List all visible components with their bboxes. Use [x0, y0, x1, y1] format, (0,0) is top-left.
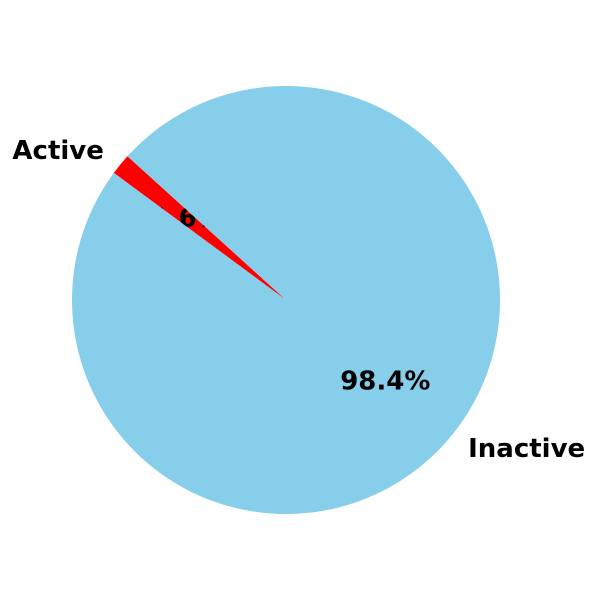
- pie-percent-label-inactive: 98.4%: [340, 366, 430, 396]
- pie-slice-inactive: [71, 86, 500, 515]
- pie-category-label-active: Active: [12, 136, 103, 166]
- pie-category-label-inactive: Inactive: [468, 434, 585, 464]
- pie-slice-active: [113, 156, 286, 300]
